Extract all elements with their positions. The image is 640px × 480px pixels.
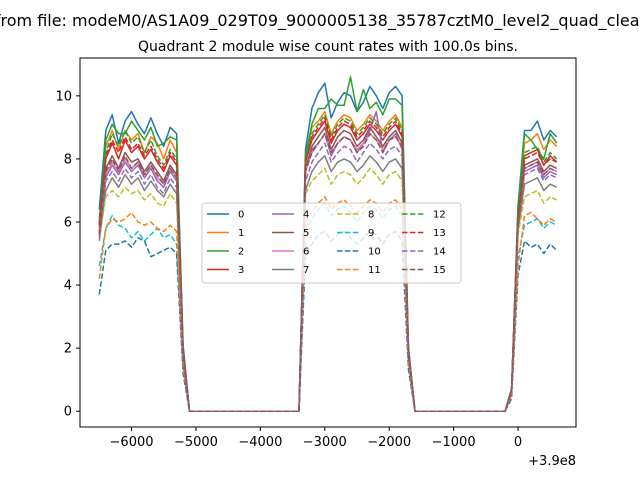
legend-label-11: 11 [368, 265, 381, 276]
x-axis: −6000 −5000 −4000 −3000 −2000 −1000 0 [110, 427, 522, 450]
legend-label-3: 3 [238, 265, 244, 276]
plot-frame [79, 57, 577, 428]
y-tick-label: 10 [55, 89, 72, 104]
y-axis: 0 2 4 6 8 10 [55, 89, 80, 420]
legend-label-6: 6 [303, 247, 309, 258]
x-tick-label: −2000 [367, 435, 411, 450]
y-tick-label: 2 [64, 342, 72, 357]
legend-label-1: 1 [238, 228, 244, 239]
x-tick-label: −4000 [238, 435, 282, 450]
legend-label-14: 14 [433, 247, 446, 258]
legend-label-4: 4 [303, 210, 309, 221]
x-tick-label: −5000 [174, 435, 218, 450]
legend-label-2: 2 [238, 247, 244, 258]
x-tick-label: −6000 [110, 435, 154, 450]
legend-label-13: 13 [433, 228, 446, 239]
legend-label-0: 0 [238, 210, 244, 221]
x-tick-label: 0 [514, 435, 522, 450]
series-line-13 [98, 117, 558, 412]
legend-label-8: 8 [368, 210, 374, 221]
series-line-12 [98, 114, 558, 412]
y-tick-label: 8 [64, 152, 72, 167]
legend-box [201, 202, 462, 284]
y-tick-label: 4 [64, 279, 72, 294]
x-offset-label: +3.9e8 [528, 454, 576, 469]
legend-label-12: 12 [433, 210, 446, 221]
series-line-15 [98, 132, 558, 412]
legend-label-5: 5 [303, 228, 309, 239]
legend-label-10: 10 [368, 247, 381, 258]
series-line-14 [98, 142, 558, 412]
chart-title: Quadrant 2 module wise count rates with … [138, 39, 518, 55]
legend-label-9: 9 [368, 228, 374, 239]
x-tick-label: −3000 [303, 435, 347, 450]
y-tick-label: 0 [64, 405, 72, 420]
legend-label-15: 15 [433, 265, 446, 276]
x-tick-label: −1000 [432, 435, 476, 450]
figure-suptitle: Plot from file: modeM0/AS1A09_029T09_900… [0, 11, 640, 31]
legend-label-7: 7 [303, 265, 309, 276]
y-tick-label: 6 [64, 216, 72, 231]
